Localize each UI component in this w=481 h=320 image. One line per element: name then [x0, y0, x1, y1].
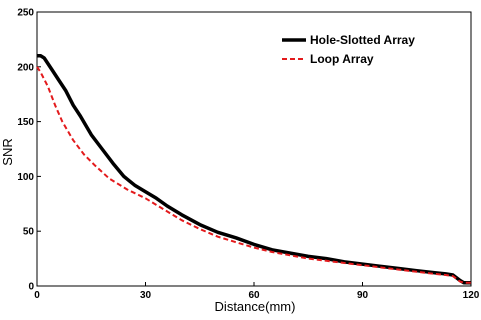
series-layer [36, 54, 471, 285]
x-tick-label: 90 [357, 290, 369, 301]
y-tick-label: 100 [17, 172, 34, 183]
legend-label-hole-slotted-array: Hole-Slotted Array [310, 33, 415, 47]
x-tick-label: 60 [248, 290, 260, 301]
x-tick-label: 0 [34, 290, 40, 301]
legend: Hole-Slotted Array Loop Array [282, 33, 415, 66]
y-tick-label: 50 [23, 227, 35, 238]
x-tick-label: 30 [140, 290, 152, 301]
series-line-hole-slotted-array [37, 54, 471, 285]
x-tick-label: 120 [463, 290, 480, 301]
y-tick-label: 200 [17, 62, 34, 73]
x-axis-label: Distance(mm) [215, 299, 296, 314]
legend-label-loop-array: Loop Array [310, 52, 374, 66]
y-tick-label: 0 [28, 282, 34, 293]
y-tick-label: 150 [17, 117, 34, 128]
y-tick-label: 250 [17, 8, 34, 19]
axes: 0 30 60 90 120 0 50 100 150 200 250 [17, 8, 479, 302]
y-axis-label: SNR [0, 138, 15, 165]
series-line-loop-array [36, 66, 471, 284]
